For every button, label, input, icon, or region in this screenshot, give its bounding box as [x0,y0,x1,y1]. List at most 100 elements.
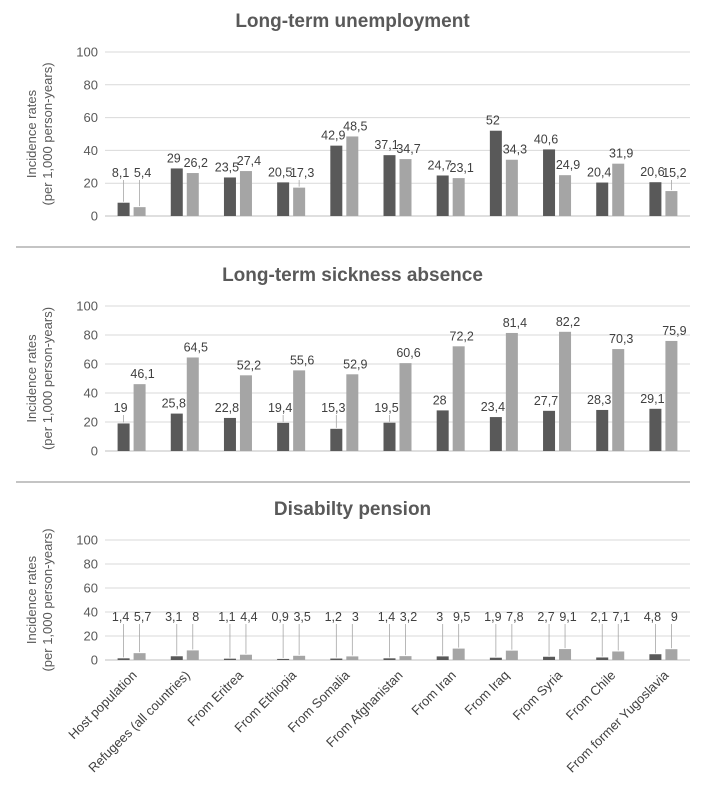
bar-series-1 [489,130,502,216]
data-label: 9,1 [559,610,576,624]
x-tick-label: From Iran [408,668,458,718]
bar-series-2 [399,656,412,660]
data-label: 19,4 [268,401,292,415]
bar-series-1 [543,410,556,451]
bar-series-1 [436,656,449,660]
bar-series-1 [330,428,343,451]
y-axis-label-sub: (per 1,000 person-years) [40,528,55,671]
bar-series-1 [223,417,236,451]
y-tick-label: 20 [84,629,98,644]
bar-series-1 [383,155,396,216]
data-label: 3 [436,610,443,624]
data-label: 15,3 [321,401,345,415]
data-label: 3 [352,610,359,624]
data-label: 9 [671,610,678,624]
bar-series-1 [223,177,236,216]
data-label: 1,4 [378,610,395,624]
bar-series-1 [489,417,502,451]
data-label: 2,7 [537,610,554,624]
data-label: 27,4 [237,154,261,168]
data-label: 27,7 [534,394,558,408]
data-label: 3,2 [400,610,417,624]
y-tick-label: 20 [84,415,98,430]
bar-series-2 [559,331,572,451]
bar-series-2 [133,384,146,451]
data-label: 24,9 [556,158,580,172]
bar-series-1 [649,182,662,216]
data-label: 46,1 [130,367,154,381]
data-label: 20,6 [640,165,664,179]
bar-series-2 [665,649,678,660]
bar-series-2 [186,357,199,451]
bar-series-2 [346,656,359,660]
bar-series-1 [543,149,556,216]
y-tick-label: 60 [84,110,98,125]
bar-series-1 [543,656,556,660]
x-tick-label: From Syria [510,667,566,723]
y-tick-label: 40 [84,605,98,620]
panel-1: Long-term unemployment Incidence rates (pe… [24,11,690,224]
data-label: 4,4 [240,610,257,624]
y-axis-label: Incidence rates [24,555,39,644]
data-label: 52,2 [237,358,261,372]
bar-series-2 [186,650,199,660]
data-label: 19 [114,401,128,415]
y-axis-label: Incidence rates [24,89,39,178]
y-axis-label: Incidence rates [24,334,39,423]
data-label: 19,5 [374,401,398,415]
bar-series-2 [505,332,518,451]
x-tick-label: From Chile [563,668,619,724]
data-label: 20,5 [268,165,292,179]
bar-series-2 [293,655,306,660]
data-label: 17,3 [290,166,314,180]
data-label: 34,7 [396,142,420,156]
data-label: 70,3 [609,332,633,346]
bar-series-2 [612,651,625,660]
data-label: 48,5 [343,119,367,133]
bar-series-2 [133,207,146,216]
bar-series-2 [559,649,572,660]
data-label: 60,6 [396,346,420,360]
panel-title: Long-term sickness absence [222,265,483,286]
y-tick-label: 100 [76,533,98,548]
bar-series-2 [133,653,146,660]
y-tick-label: 40 [84,143,98,158]
bar-series-1 [117,658,130,660]
bar-series-1 [436,410,449,451]
bar-series-1 [489,657,502,660]
bar-series-2 [559,175,572,216]
bar-series-2 [452,178,465,216]
y-tick-label: 40 [84,386,98,401]
bar-series-2 [186,173,199,216]
data-label: 28,3 [587,393,611,407]
data-label: 40,6 [534,132,558,146]
data-label: 42,9 [321,129,345,143]
data-label: 23,4 [481,400,505,414]
bar-series-2 [399,363,412,451]
bar-series-1 [596,182,609,216]
data-label: 24,7 [428,158,452,172]
data-label: 25,8 [162,397,186,411]
data-label: 75,9 [662,324,686,338]
data-label: 8 [192,610,199,624]
bar-series-2 [239,375,252,451]
bar-series-1 [596,409,609,451]
bar-series-2 [505,159,518,216]
panel-3: Disabilty pension Incidence rates (per 1,0… [24,499,690,776]
bar-series-1 [330,658,343,660]
data-label: 1,9 [484,610,501,624]
data-label: 26,2 [184,156,208,170]
bar-series-1 [649,654,662,660]
data-label: 20,4 [587,166,611,180]
bar-series-2 [665,191,678,216]
data-label: 72,2 [450,329,474,343]
bar-series-1 [277,182,290,216]
panel-title: Disabilty pension [274,499,431,520]
bar-series-2 [612,163,625,216]
data-label: 3,1 [165,610,182,624]
data-label: 34,3 [503,143,527,157]
y-tick-label: 0 [91,444,98,459]
y-tick-label: 0 [91,653,98,668]
bar-series-1 [383,422,396,451]
